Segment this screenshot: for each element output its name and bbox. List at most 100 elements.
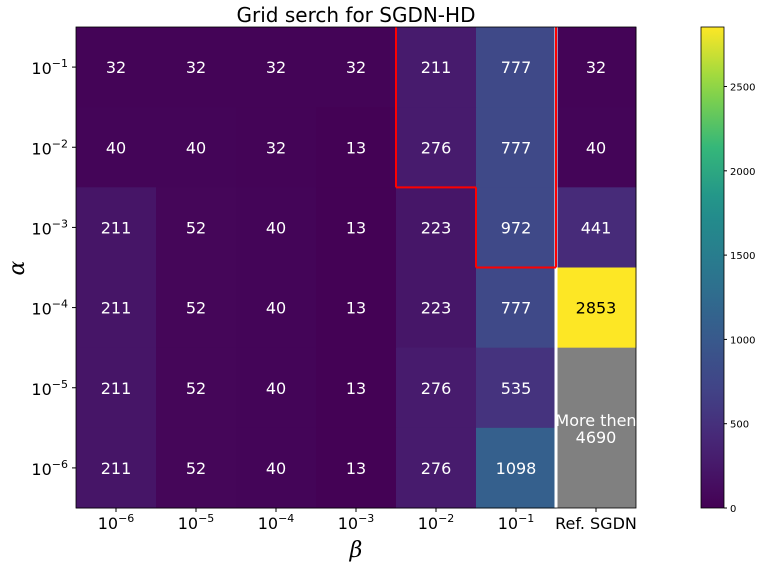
- heatmap-cell: [396, 267, 477, 349]
- cell-value-label: 223: [421, 299, 452, 318]
- heatmap-cell: [76, 347, 157, 429]
- y-axis-ticks: 10−1 10−2 10−3 10−4 10−5 10−6: [31, 57, 76, 479]
- heatmap-cell: [236, 107, 317, 188]
- heatmap-cell-labels: 32 32 32 32 211 777 32 40 40 32 13 276 777 40 211 52 40 1…: [101, 58, 637, 478]
- heatmap-cell: [476, 347, 557, 429]
- colorbar-tick-label: 500: [730, 420, 749, 431]
- y-axis-label: α: [5, 260, 30, 275]
- cell-value-label: 40: [266, 379, 286, 398]
- heatmap-cell: [76, 27, 157, 108]
- heatmap-overlay: [75, 26, 637, 509]
- cell-value-label: 40: [186, 138, 206, 157]
- cell-value-label: 777: [501, 58, 532, 77]
- heatmap-cell: [76, 187, 157, 268]
- cell-value-label: 40: [266, 218, 286, 237]
- heatmap-cell: [156, 107, 237, 188]
- heatmap-cells: [76, 27, 637, 509]
- colorbar: 0 500 1000 1500 2000 2500: [700, 26, 755, 515]
- cell-value-label: 52: [186, 459, 206, 478]
- cell-value-label: 276: [421, 459, 452, 478]
- x-axis-ticks: 10−6 10−5 10−4 10−3 10−2 10−1 Ref. SGDN: [98, 508, 637, 533]
- colorbar-tick-label: 0: [730, 504, 736, 515]
- cell-value-label: 972: [501, 218, 532, 237]
- heatmap-cell: [316, 267, 397, 349]
- cell-value-label: 223: [421, 218, 452, 237]
- cell-value-label: 441: [581, 218, 612, 237]
- cell-value-label: 52: [186, 218, 206, 237]
- cell-value-label: 52: [186, 379, 206, 398]
- colorbar-tick-label: 2500: [730, 83, 755, 94]
- colorbar-tick-label: 1000: [730, 335, 755, 346]
- cell-value-label: 40: [266, 459, 286, 478]
- heatmap-cell: [156, 427, 237, 509]
- heatmap-cell: [476, 187, 557, 268]
- heatmap-cell: [316, 427, 397, 509]
- heatmap-cell: [156, 347, 237, 429]
- cell-value-label: 32: [346, 58, 366, 77]
- heatmap-cell: [396, 107, 477, 188]
- cell-value-label: 32: [266, 138, 286, 157]
- heatmap-cell: [316, 27, 397, 108]
- cell-value-label: 13: [346, 218, 366, 237]
- heatmap-cell: [556, 27, 637, 108]
- heatmap-cell: [396, 427, 477, 509]
- heatmap-cell: [76, 267, 157, 349]
- y-tick-label: 10−3: [31, 217, 68, 238]
- missing-label: 4690: [576, 428, 617, 447]
- cell-value-label: 52: [186, 299, 206, 318]
- heatmap-cell: [396, 27, 477, 108]
- heatmap-cell: [556, 107, 637, 188]
- chart-title: Grid serch for SGDN-HD: [237, 3, 476, 27]
- cell-value-label: 32: [266, 58, 286, 77]
- heatmap-cell: [236, 347, 317, 429]
- colorbar-tick-label: 2000: [730, 167, 755, 178]
- x-tick-label: 10−2: [418, 512, 455, 533]
- heatmap-cell: [236, 187, 317, 268]
- heatmap-cell: [156, 27, 237, 108]
- cell-value-label: 276: [421, 379, 452, 398]
- x-tick-label: 10−4: [258, 512, 295, 533]
- cell-value-label: 13: [346, 299, 366, 318]
- x-tick-label: Ref. SGDN: [555, 514, 637, 533]
- heatmap-cell: [476, 427, 557, 509]
- x-tick-label: 10−5: [178, 512, 215, 533]
- heatmap-cell: [476, 27, 557, 108]
- cell-value-label: 2853: [576, 299, 617, 318]
- cell-value-label: 32: [186, 58, 206, 77]
- y-tick-label: 10−5: [31, 378, 68, 399]
- cell-value-label: 13: [346, 138, 366, 157]
- heatmap-cell: [316, 347, 397, 429]
- cell-value-label: 211: [101, 299, 132, 318]
- colorbar-tick-label: 1500: [730, 251, 755, 262]
- heatmap-cell: [156, 187, 237, 268]
- missing-block: [556, 347, 636, 508]
- cell-value-label: 777: [501, 138, 532, 157]
- cell-value-label: 40: [586, 138, 606, 157]
- heatmap-cell: [556, 187, 637, 268]
- heatmap-cell: [236, 427, 317, 509]
- heatmap-cell: [476, 267, 557, 349]
- cell-value-label: 211: [101, 459, 132, 478]
- heatmap-cell: [236, 267, 317, 349]
- cell-value-label: 1098: [496, 459, 537, 478]
- heatmap-cell: [556, 267, 637, 349]
- heatmap-cell: [476, 107, 557, 188]
- y-tick-label: 10−2: [31, 137, 68, 158]
- cell-value-label: 32: [106, 58, 126, 77]
- cell-value-label: 32: [586, 58, 606, 77]
- cell-value-label: 211: [421, 58, 452, 77]
- x-tick-label: 10−1: [498, 512, 535, 533]
- colorbar-gradient: [700, 26, 725, 509]
- heatmap-cell: [316, 187, 397, 268]
- cell-value-label: 211: [101, 379, 132, 398]
- cell-value-label: 13: [346, 379, 366, 398]
- missing-label: More then: [555, 411, 636, 430]
- heatmap-cell: [156, 267, 237, 349]
- heatmap-cell: [76, 427, 157, 509]
- cell-value-label: 40: [106, 138, 126, 157]
- heatmap-cell: [396, 347, 477, 429]
- heatmap-cell: [236, 27, 317, 108]
- heatmap-cell: [316, 107, 397, 188]
- x-tick-label: 10−3: [338, 512, 375, 533]
